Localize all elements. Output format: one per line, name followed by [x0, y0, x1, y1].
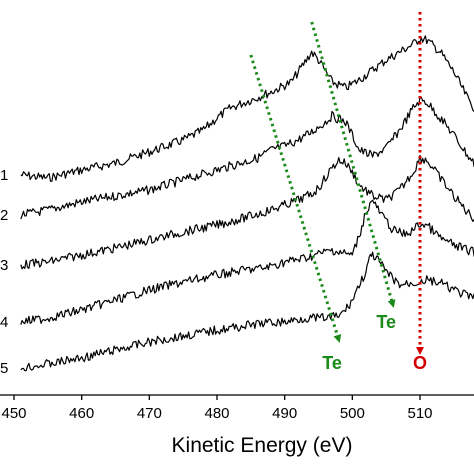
x-tick-label: 490	[272, 405, 297, 422]
series-line-4	[20, 199, 474, 325]
series-line-3	[20, 154, 474, 270]
series-label-2: 2	[0, 207, 8, 224]
x-tick-label: 480	[204, 405, 229, 422]
series-group	[20, 35, 474, 372]
series-label-3: 3	[0, 257, 8, 274]
series-line-5	[20, 251, 474, 372]
x-tick-label: 450	[1, 405, 26, 422]
series-labels: 1 2 3 4 5	[0, 167, 8, 377]
x-tick-label: 460	[69, 405, 94, 422]
series-line-1	[20, 35, 474, 182]
x-axis-ticks: 450 460 470 480 490 500 510	[1, 395, 433, 422]
annotation-arrow-1	[310, 21, 396, 308]
x-axis-label: Kinetic Energy (eV)	[172, 434, 353, 457]
series-label-5: 5	[0, 360, 8, 377]
annotation-label-1: Te	[376, 312, 396, 332]
annotation-label-2: O	[413, 353, 427, 373]
x-tick-label: 510	[407, 405, 432, 422]
annotations: Te Te O	[249, 12, 427, 373]
series-label-4: 4	[0, 314, 8, 331]
series-label-1: 1	[0, 167, 8, 184]
annotation-label-0: Te	[322, 353, 342, 373]
series-line-2	[20, 96, 474, 220]
annotation-arrow-0	[249, 54, 342, 343]
x-tick-label: 470	[137, 405, 162, 422]
x-tick-label: 500	[340, 405, 365, 422]
